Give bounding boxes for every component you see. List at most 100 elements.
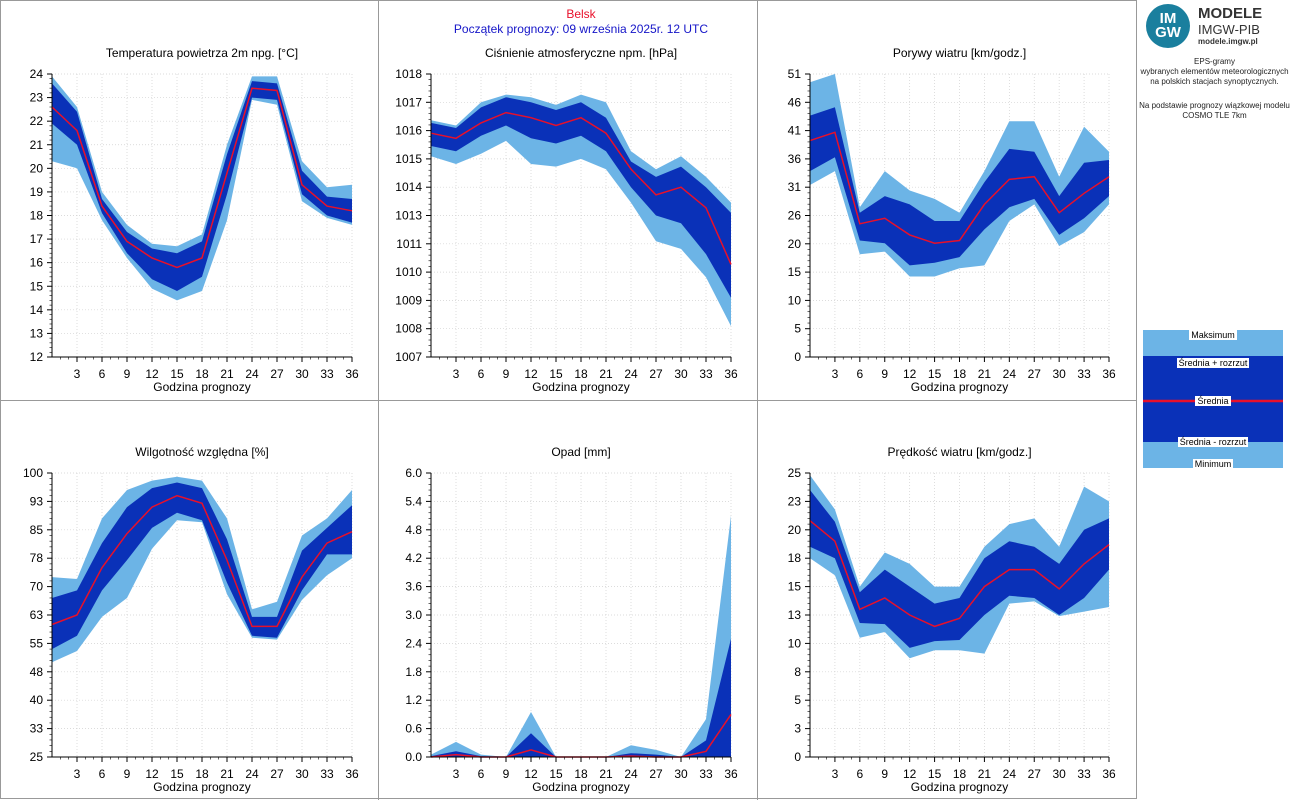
y-tick-label: 1015 (395, 152, 422, 166)
x-tick-label: 33 (699, 767, 713, 781)
x-tick-label: 27 (270, 767, 284, 781)
x-tick-label: 6 (856, 767, 863, 781)
x-tick-label: 18 (953, 767, 967, 781)
x-tick-label: 12 (145, 367, 159, 381)
x-tick-label: 33 (320, 767, 334, 781)
y-tick-label: 20 (788, 237, 802, 251)
band-spread (810, 107, 1109, 266)
y-tick-label: 0.0 (405, 750, 422, 764)
legend-min: Minimum (1192, 459, 1234, 469)
x-tick-label: 36 (1102, 767, 1116, 781)
mean-line (51, 494, 353, 628)
x-axis-label: Godzina prognozy (911, 780, 1008, 794)
x-tick-label: 24 (245, 767, 259, 781)
x-tick-label: 36 (1102, 367, 1116, 381)
x-tick-label: 21 (220, 367, 234, 381)
y-tick-label: 5 (794, 322, 801, 336)
y-tick-label: 4.2 (405, 551, 422, 565)
desc-line: Na podstawie prognozy wiązkowej modelu (1139, 101, 1290, 110)
x-tick-label: 12 (903, 367, 917, 381)
x-tick-label: 36 (345, 767, 359, 781)
x-axis-label: Godzina prognozy (532, 780, 629, 794)
x-axis-label: Godzina prognozy (153, 380, 250, 394)
x-tick-label: 3 (453, 367, 460, 381)
outer-frame (0, 0, 1137, 799)
y-tick-label: 15 (30, 279, 44, 293)
x-tick-label: 3 (832, 767, 839, 781)
x-tick-label: 27 (1028, 367, 1042, 381)
band-spread (431, 97, 731, 298)
grid (52, 73, 353, 358)
x-tick-label: 18 (574, 367, 588, 381)
y-tick-label: 63 (30, 608, 44, 622)
y-tick-label: 31 (788, 180, 802, 194)
x-tick-label: 36 (724, 367, 738, 381)
x-tick-label: 9 (881, 367, 888, 381)
y-tick-label: 1013 (395, 209, 422, 223)
y-tick-label: 3 (794, 722, 801, 736)
desc-line: COSMO TLE 7km (1182, 111, 1247, 120)
y-tick-label: 1.8 (405, 665, 422, 679)
logo-title: MODELE (1198, 5, 1263, 22)
chart-title: Wilgotność względna [%] (135, 445, 268, 459)
y-tick-label: 0 (794, 750, 801, 764)
chart-panel-4: Wilgotność względna [%]25334048556370788… (23, 445, 359, 794)
x-tick-label: 12 (145, 767, 159, 781)
x-tick-label: 27 (270, 367, 284, 381)
y-tick-label: 25 (30, 750, 44, 764)
x-tick-label: 15 (549, 367, 563, 381)
x-tick-label: 9 (881, 767, 888, 781)
epsgram-charts: Belsk Początek prognozy: 09 września 202… (0, 0, 1137, 800)
mean-line (430, 111, 732, 265)
grid (431, 472, 732, 758)
x-axis-label: Godzina prognozy (532, 380, 629, 394)
chart-title: Ciśnienie atmosferyczne npm. [hPa] (485, 46, 677, 60)
y-tick-label: 48 (30, 665, 44, 679)
y-tick-label: 22 (30, 114, 44, 128)
y-tick-label: 18 (788, 551, 802, 565)
x-tick-label: 21 (599, 767, 613, 781)
x-tick-label: 27 (649, 367, 663, 381)
y-tick-label: 93 (30, 494, 44, 508)
legend-max: Maksimum (1189, 330, 1237, 340)
x-tick-label: 6 (99, 367, 106, 381)
x-tick-label: 36 (724, 767, 738, 781)
x-tick-label: 15 (928, 767, 942, 781)
y-tick-label: 36 (788, 152, 802, 166)
band-min-max (431, 515, 731, 757)
x-axis-label: Godzina prognozy (153, 780, 250, 794)
y-tick-label: 5 (794, 693, 801, 707)
y-tick-label: 46 (788, 95, 802, 109)
y-tick-label: 33 (30, 722, 44, 736)
x-tick-label: 3 (74, 367, 81, 381)
x-tick-label: 9 (503, 367, 510, 381)
y-tick-label: 1009 (395, 293, 422, 307)
x-tick-label: 18 (953, 367, 967, 381)
band-spread (431, 638, 731, 757)
imgw-logo: IM GW MODELE IMGW-PIB modele.imgw.pl (1146, 4, 1290, 48)
x-tick-label: 6 (856, 367, 863, 381)
y-tick-label: 20 (788, 523, 802, 537)
y-tick-label: 5.4 (405, 494, 422, 508)
y-tick-label: 1010 (395, 265, 422, 279)
description-2: Na podstawie prognozy wiązkowej modelu C… (1138, 101, 1291, 121)
x-tick-label: 30 (295, 767, 309, 781)
y-tick-label: 24 (30, 67, 44, 81)
x-tick-label: 9 (124, 767, 131, 781)
desc-line: wybranych elementów meteorologicznych (1140, 67, 1289, 76)
logo-subtitle: IMGW-PIB (1198, 22, 1260, 37)
x-tick-label: 21 (220, 767, 234, 781)
y-tick-label: 23 (788, 494, 802, 508)
band-spread (810, 490, 1109, 648)
chart-panel-6: Prędkość wiatru [km/godz.] 0 3 5 8 10 13 15 18 20… (788, 445, 1116, 794)
y-tick-label: 21 (30, 138, 44, 152)
y-tick-label: 1016 (395, 124, 422, 138)
mean-line (809, 131, 1110, 244)
y-tick-label: 0 (794, 350, 801, 364)
x-tick-label: 3 (74, 767, 81, 781)
x-tick-label: 24 (245, 367, 259, 381)
forecast-start: Początek prognozy: 09 września 2025r. 12… (454, 22, 708, 36)
x-tick-label: 6 (99, 767, 106, 781)
x-tick-label: 15 (549, 767, 563, 781)
legend: Maksimum Średnia + rozrzut Średnia Średn… (1143, 330, 1283, 469)
